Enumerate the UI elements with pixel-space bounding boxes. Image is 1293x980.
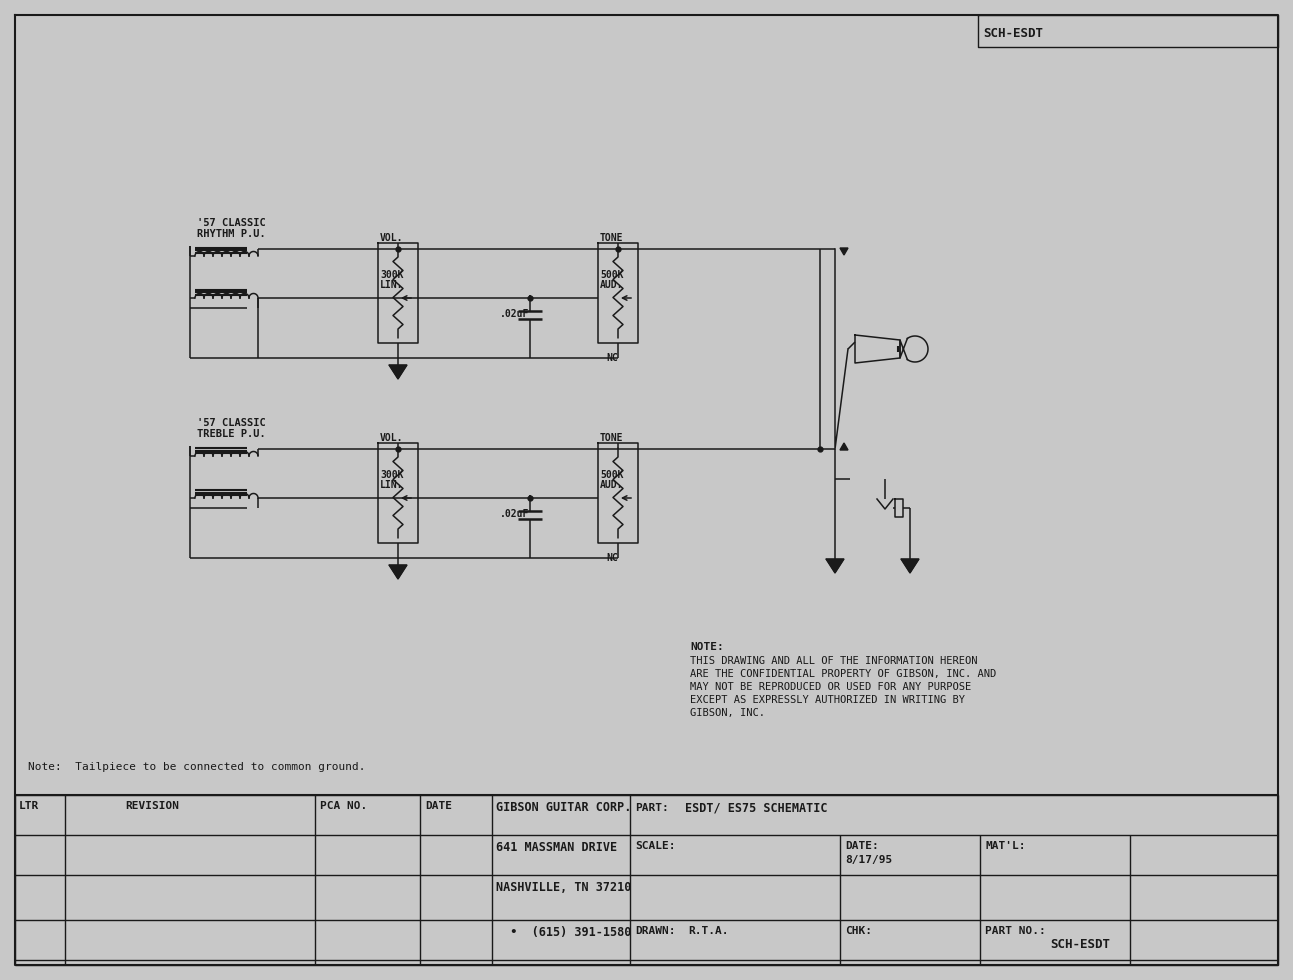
Text: TREBLE P.U.: TREBLE P.U. <box>197 429 266 439</box>
Text: CHK:: CHK: <box>846 926 871 936</box>
Text: REVISION: REVISION <box>125 801 178 811</box>
Polygon shape <box>840 443 848 450</box>
Text: NASHVILLE, TN 37210: NASHVILLE, TN 37210 <box>497 881 631 894</box>
Text: NC: NC <box>606 553 618 563</box>
Text: •  (615) 391-1580: • (615) 391-1580 <box>497 926 631 939</box>
Text: RHYTHM P.U.: RHYTHM P.U. <box>197 229 266 239</box>
Text: GIBSON, INC.: GIBSON, INC. <box>690 708 765 718</box>
Text: VOL.: VOL. <box>380 433 403 443</box>
Text: 300K: 300K <box>380 270 403 280</box>
Text: PCA NO.: PCA NO. <box>319 801 367 811</box>
Text: THIS DRAWING AND ALL OF THE INFORMATION HEREON: THIS DRAWING AND ALL OF THE INFORMATION … <box>690 656 978 666</box>
Text: PART NO.:: PART NO.: <box>985 926 1046 936</box>
Polygon shape <box>840 248 848 255</box>
Text: VOL.: VOL. <box>380 233 403 243</box>
Text: PART:: PART: <box>635 803 668 813</box>
Polygon shape <box>389 365 407 379</box>
Text: ARE THE CONFIDENTIAL PROPERTY OF GIBSON, INC. AND: ARE THE CONFIDENTIAL PROPERTY OF GIBSON,… <box>690 669 996 679</box>
Text: LTR: LTR <box>19 801 39 811</box>
Text: AUD.: AUD. <box>600 280 623 290</box>
Text: DATE: DATE <box>425 801 453 811</box>
Text: NOTE:: NOTE: <box>690 642 724 652</box>
Text: LIN.: LIN. <box>380 280 403 290</box>
Text: TONE: TONE <box>600 233 623 243</box>
Text: TONE: TONE <box>600 433 623 443</box>
Text: ESDT/ ES75 SCHEMATIC: ESDT/ ES75 SCHEMATIC <box>685 801 828 814</box>
Text: .02uF: .02uF <box>500 309 529 319</box>
Polygon shape <box>389 565 407 579</box>
Polygon shape <box>826 559 844 573</box>
Text: R.T.A.: R.T.A. <box>688 926 728 936</box>
Text: LIN.: LIN. <box>380 480 403 490</box>
Text: SCALE:: SCALE: <box>635 841 675 851</box>
Text: MAT'L:: MAT'L: <box>985 841 1025 851</box>
Polygon shape <box>901 559 919 573</box>
Text: SCH-ESDT: SCH-ESDT <box>983 27 1043 40</box>
Text: 500K: 500K <box>600 470 623 480</box>
Text: SCH-ESDT: SCH-ESDT <box>1050 938 1109 951</box>
Text: NC: NC <box>606 353 618 363</box>
Text: AUD.: AUD. <box>600 480 623 490</box>
Text: DATE:: DATE: <box>846 841 879 851</box>
Text: '57 CLASSIC: '57 CLASSIC <box>197 218 266 228</box>
Text: .02uF: .02uF <box>500 509 529 519</box>
Text: GIBSON GUITAR CORP.: GIBSON GUITAR CORP. <box>497 801 631 814</box>
Text: EXCEPT AS EXPRESSLY AUTHORIZED IN WRITING BY: EXCEPT AS EXPRESSLY AUTHORIZED IN WRITIN… <box>690 695 965 705</box>
Text: 300K: 300K <box>380 470 403 480</box>
Text: 500K: 500K <box>600 270 623 280</box>
Text: MAY NOT BE REPRODUCED OR USED FOR ANY PURPOSE: MAY NOT BE REPRODUCED OR USED FOR ANY PU… <box>690 682 971 692</box>
Text: Note:  Tailpiece to be connected to common ground.: Note: Tailpiece to be connected to commo… <box>28 762 366 772</box>
Text: DRAWN:: DRAWN: <box>635 926 675 936</box>
Text: '57 CLASSIC: '57 CLASSIC <box>197 418 266 428</box>
Text: 8/17/95: 8/17/95 <box>846 855 892 865</box>
Text: 641 MASSMAN DRIVE: 641 MASSMAN DRIVE <box>497 841 617 854</box>
